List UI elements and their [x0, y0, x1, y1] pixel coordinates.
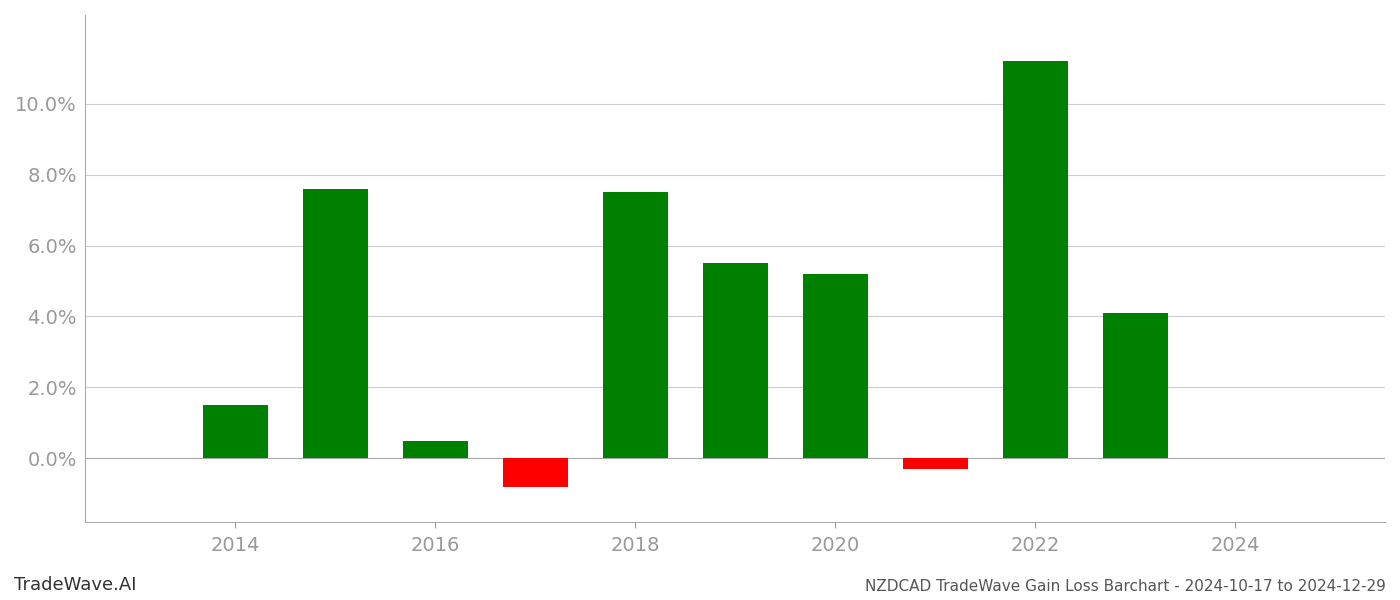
- Text: NZDCAD TradeWave Gain Loss Barchart - 2024-10-17 to 2024-12-29: NZDCAD TradeWave Gain Loss Barchart - 20…: [865, 579, 1386, 594]
- Bar: [203, 405, 267, 458]
- Bar: [302, 189, 368, 458]
- Bar: [903, 458, 967, 469]
- Bar: [703, 263, 767, 458]
- Bar: [1002, 61, 1068, 458]
- Bar: [403, 440, 468, 458]
- Bar: [503, 458, 567, 487]
- Text: TradeWave.AI: TradeWave.AI: [14, 576, 137, 594]
- Bar: [802, 274, 868, 458]
- Bar: [1103, 313, 1168, 458]
- Bar: [602, 193, 668, 458]
